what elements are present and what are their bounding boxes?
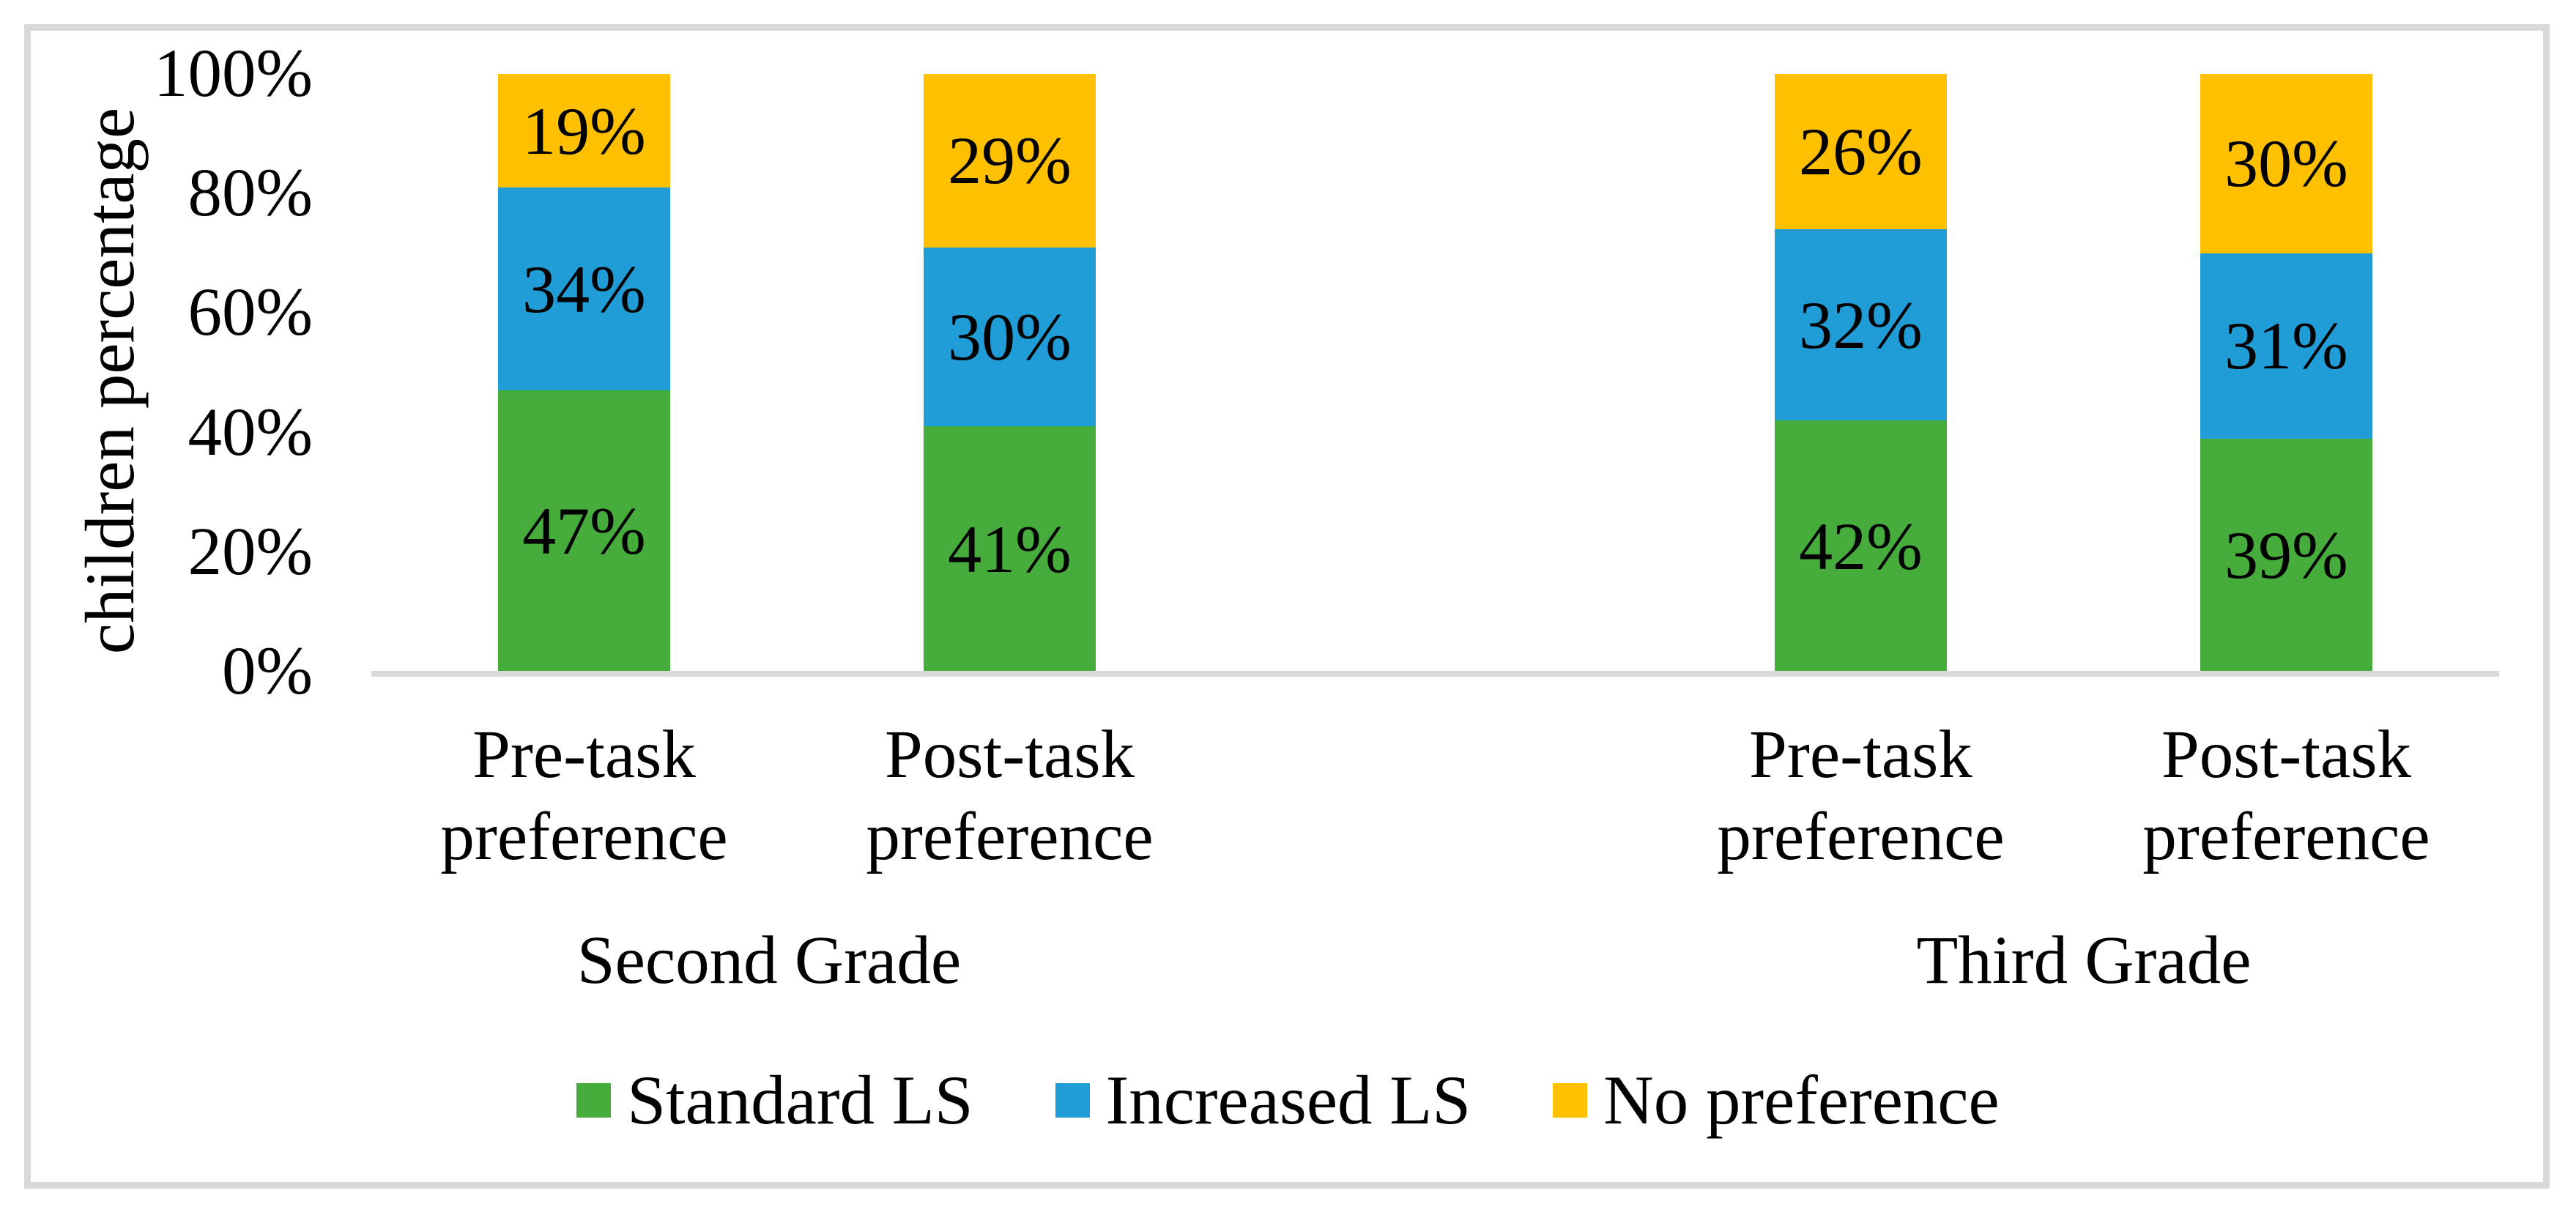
bar-segment <box>498 74 670 188</box>
legend-swatch-icon <box>1553 1083 1588 1118</box>
legend-label: Increased LS <box>1105 1061 1471 1139</box>
legend: Standard LS Increased LS No preference <box>0 1060 2576 1141</box>
y-tick-label: 60% <box>188 275 313 351</box>
bar-segment <box>924 426 1096 672</box>
data-label: 31% <box>2224 308 2348 384</box>
data-label: 47% <box>522 494 646 569</box>
y-tick-label: 20% <box>188 513 313 590</box>
x-tick-label: Pre-task preference <box>440 717 728 874</box>
y-tick-label: 0% <box>222 633 313 709</box>
data-label: 29% <box>948 123 1072 198</box>
bar-segment <box>2200 74 2372 253</box>
y-tick-label: 80% <box>188 155 313 231</box>
bar-segment <box>924 74 1096 248</box>
x-tick-label: Post-task preference <box>2142 717 2430 874</box>
data-label: 30% <box>948 300 1072 375</box>
bar-segment <box>2200 438 2372 672</box>
y-tick-label: 40% <box>188 394 313 470</box>
bar-segment <box>924 247 1096 427</box>
legend-label: Standard LS <box>627 1061 973 1139</box>
legend-item: Increased LS <box>1055 1060 1471 1141</box>
x-tick-label: Post-task preference <box>866 717 1154 874</box>
data-label: 30% <box>2224 126 2348 201</box>
y-tick-label: 100% <box>154 36 313 111</box>
legend-swatch-icon <box>576 1083 612 1118</box>
bar-segment <box>2200 253 2372 439</box>
group-label: Second Grade <box>576 923 962 998</box>
group-label: Third Grade <box>1916 923 2252 998</box>
x-axis-line <box>371 671 2499 677</box>
data-label: 32% <box>1799 287 1923 363</box>
bar-segment <box>1775 420 1947 672</box>
bar-segment <box>498 187 670 391</box>
data-label: 42% <box>1799 508 1923 584</box>
bar-segment <box>498 390 670 672</box>
bar-segment <box>1775 229 1947 421</box>
data-label: 41% <box>948 511 1072 587</box>
bar-segment <box>1775 74 1947 230</box>
legend-item: No preference <box>1553 1060 2000 1141</box>
data-label: 39% <box>2224 517 2348 592</box>
data-label: 34% <box>522 251 646 327</box>
chart-border-frame <box>24 24 2550 1189</box>
legend-item: Standard LS <box>576 1060 973 1141</box>
legend-swatch-icon <box>1055 1083 1090 1118</box>
data-label: 19% <box>522 93 646 168</box>
data-label: 26% <box>1799 114 1923 190</box>
legend-label: No preference <box>1603 1061 2000 1139</box>
x-tick-label: Pre-task preference <box>1717 717 2005 874</box>
